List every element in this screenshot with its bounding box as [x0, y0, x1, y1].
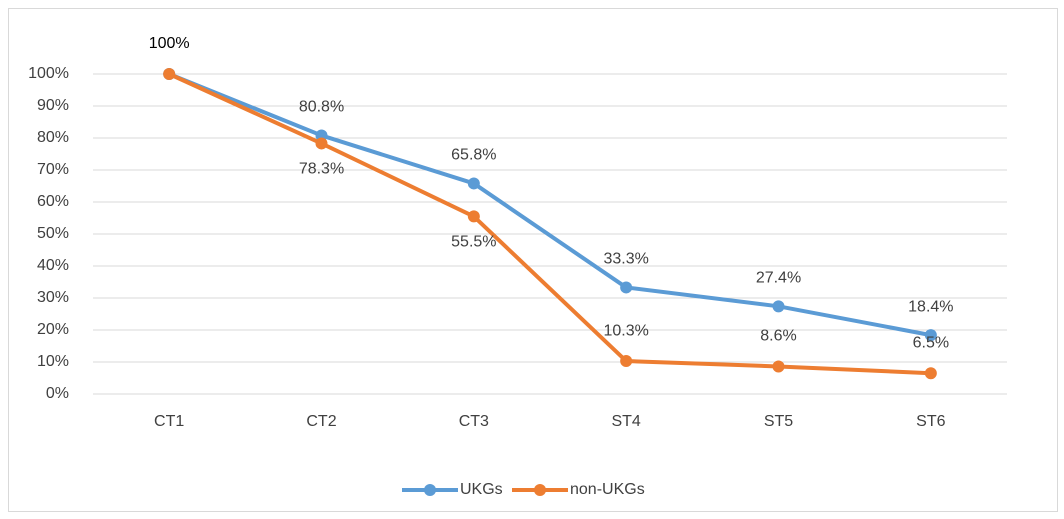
y-tick-label: 40% — [37, 257, 69, 274]
data-label: 6.5% — [913, 334, 949, 351]
data-label: 55.5% — [451, 234, 496, 251]
data-label: 27.4% — [756, 270, 801, 287]
data-label: 65.8% — [451, 147, 496, 164]
data-label: 18.4% — [908, 298, 953, 315]
x-tick-label: CT1 — [154, 413, 184, 430]
y-tick-label: 0% — [46, 385, 69, 402]
data-label: 33.3% — [603, 251, 648, 268]
point — [772, 300, 785, 313]
point — [924, 367, 937, 380]
y-tick-label: 60% — [37, 193, 69, 210]
point — [620, 281, 633, 294]
series-line — [168, 72, 931, 376]
chart-border — [8, 8, 1058, 512]
data-label: 80.8% — [299, 99, 344, 116]
y-tick-label: 90% — [37, 97, 69, 114]
point — [315, 137, 328, 150]
y-tick-label: 80% — [37, 129, 69, 146]
point — [163, 68, 176, 80]
legend-label: UKGs — [460, 481, 503, 498]
y-tick-label: 20% — [37, 321, 69, 338]
x-tick-label: ST4 — [611, 413, 640, 430]
point — [620, 355, 633, 368]
y-tick-label: 70% — [37, 161, 69, 178]
point — [924, 329, 937, 342]
x-tick-label: CT2 — [306, 413, 336, 430]
y-tick-label: 50% — [37, 225, 69, 242]
data-label: 8.6% — [760, 328, 796, 345]
x-tick-label: CT3 — [459, 413, 489, 430]
y-tick-label: 30% — [37, 289, 69, 306]
legend-label: non-UKGs — [570, 481, 645, 498]
data-label: 10.3% — [603, 322, 648, 339]
point — [467, 210, 480, 223]
y-tick-label: 100% — [28, 65, 69, 82]
point — [772, 360, 785, 373]
data-label: 78.3% — [299, 161, 344, 178]
series-line — [168, 72, 932, 338]
point — [467, 177, 480, 190]
legend-marker — [534, 484, 546, 496]
x-tick-label: ST6 — [916, 413, 945, 430]
x-tick-label: ST5 — [764, 413, 793, 430]
legend-marker — [424, 484, 436, 496]
y-tick-label: 10% — [37, 353, 69, 370]
data-label: 100% — [149, 35, 190, 52]
